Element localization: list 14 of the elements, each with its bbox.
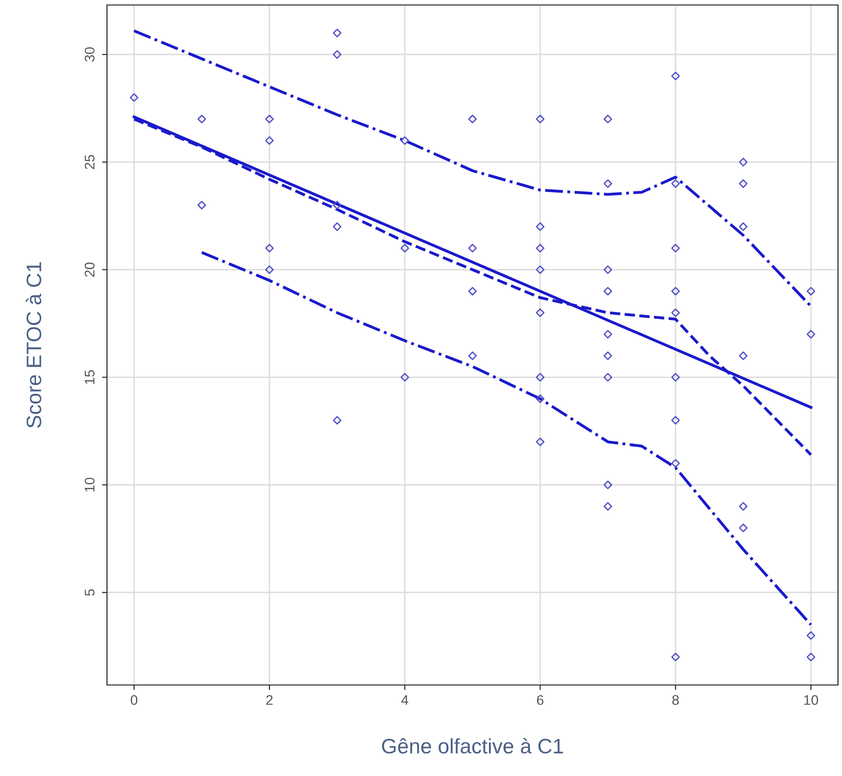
y-tick-label: 15 <box>84 370 95 384</box>
x-tick-label: 6 <box>537 695 544 705</box>
x-tick-label: 8 <box>672 695 679 705</box>
x-tick-label: 2 <box>266 695 273 705</box>
y-tick-label: 5 <box>84 589 95 596</box>
y-tick-label: 25 <box>84 154 95 170</box>
y-tick-label: 30 <box>84 47 95 62</box>
y-tick-label: 20 <box>84 262 95 277</box>
x-tick-label: 4 <box>401 695 408 705</box>
y-tick-label: 10 <box>84 478 95 492</box>
x-axis-title: Gêne olfactive à C1 <box>382 738 563 754</box>
x-tick-label: 0 <box>130 695 138 705</box>
x-tick-label: 10 <box>804 695 818 705</box>
y-axis-title: Score ETOC à C1 <box>26 262 42 428</box>
